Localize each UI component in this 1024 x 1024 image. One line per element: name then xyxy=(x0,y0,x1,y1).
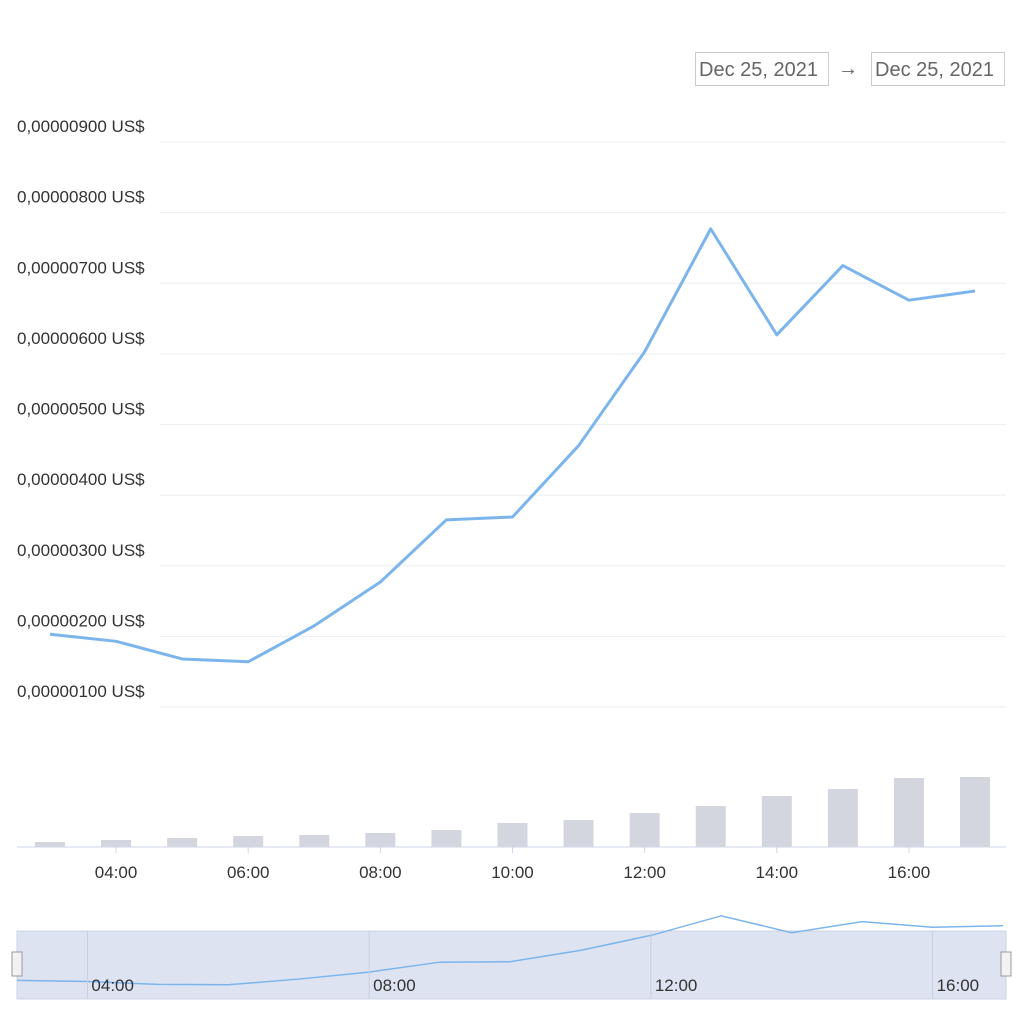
navigator-tick-label: 16:00 xyxy=(937,976,980,995)
y-tick-label: 0,00000100 US$ xyxy=(17,682,145,701)
navigator-line xyxy=(16,915,1004,986)
volume-bar xyxy=(431,830,462,847)
volume-bar xyxy=(629,813,660,847)
volume-bar xyxy=(695,806,726,847)
x-tick-label: 06:00 xyxy=(227,863,270,882)
navigator-tick-label: 08:00 xyxy=(373,976,416,995)
x-tick-label: 12:00 xyxy=(623,863,666,882)
date-separator: → xyxy=(838,58,858,80)
x-tick-label: 04:00 xyxy=(95,863,138,882)
date-to[interactable]: Dec 25, 2021 xyxy=(871,52,1005,86)
volume-bar xyxy=(299,835,330,847)
x-tick-label: 08:00 xyxy=(359,863,402,882)
y-tick-label: 0,00000700 US$ xyxy=(17,258,145,277)
navigator-background xyxy=(16,930,1007,1000)
y-tick-label: 0,00000600 US$ xyxy=(17,329,145,348)
y-tick-label: 0,00000800 US$ xyxy=(17,188,145,207)
x-tick-label: 16:00 xyxy=(888,863,931,882)
navigator-handle xyxy=(1000,951,1012,977)
y-tick-label: 0,00000400 US$ xyxy=(17,470,145,489)
x-tick-label: 10:00 xyxy=(491,863,534,882)
y-tick-label: 0,00000900 US$ xyxy=(17,117,145,136)
navigator-handle xyxy=(11,951,23,977)
navigator-tick-label: 12:00 xyxy=(655,976,698,995)
navigator-tick-label: 04:00 xyxy=(91,976,134,995)
volume-bar xyxy=(960,777,990,847)
price-line xyxy=(49,227,976,664)
y-tick-label: 0,00000200 US$ xyxy=(17,611,145,630)
volume-bar xyxy=(893,778,924,847)
volume-bar xyxy=(167,838,198,847)
volume-bar xyxy=(761,796,792,847)
volume-bar xyxy=(233,836,264,847)
y-tick-label: 0,00000500 US$ xyxy=(17,400,145,419)
volume-bar xyxy=(827,789,858,847)
x-tick-label: 14:00 xyxy=(756,863,799,882)
date-from[interactable]: Dec 25, 2021 xyxy=(695,52,829,86)
volume-bar xyxy=(563,820,594,847)
volume-bar xyxy=(497,823,528,847)
volume-bar xyxy=(35,842,65,847)
volume-bar xyxy=(101,840,132,847)
volume-bar xyxy=(365,833,396,847)
y-tick-label: 0,00000300 US$ xyxy=(17,541,145,560)
